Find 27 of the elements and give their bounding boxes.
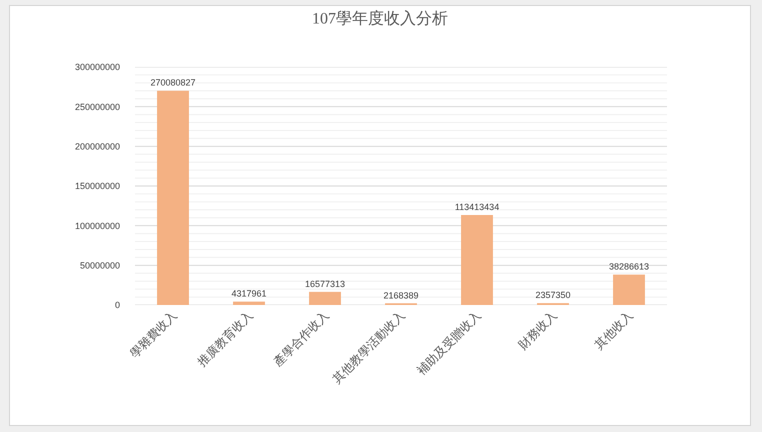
x-tick-label: 其他教學活動收入 [330, 308, 408, 386]
data-label: 2357350 [535, 290, 571, 300]
data-label: 38286613 [608, 262, 650, 272]
data-label: 113413434 [454, 202, 500, 212]
data-label: 16577313 [304, 278, 346, 289]
bar [233, 302, 265, 305]
bar [157, 90, 189, 305]
bar [613, 274, 645, 305]
x-tick-label: 推廣教育收入 [194, 308, 256, 370]
y-tick-label: 300000000 [74, 62, 120, 72]
y-tick-label: 200000000 [74, 141, 120, 152]
bar [461, 215, 493, 305]
data-label: 2168389 [383, 290, 419, 300]
y-tick-label: 150000000 [74, 181, 120, 192]
data-label: 270080827 [150, 78, 196, 88]
data-label: 4317961 [231, 288, 267, 299]
x-tick-label: 學雜費收入 [127, 308, 180, 361]
y-tick-label: 0 [114, 300, 120, 310]
y-tick-label: 250000000 [74, 102, 120, 112]
x-tick-label: 其他收入 [592, 308, 636, 352]
y-tick-label: 100000000 [74, 220, 120, 231]
bar [309, 292, 341, 305]
x-tick-label: 補助及受贈收入 [414, 308, 484, 378]
y-tick-label: 50000000 [80, 260, 120, 270]
chart-title: 107學年度收入分析 [312, 9, 448, 28]
x-tick-label: 產學合作收入 [270, 308, 332, 370]
x-tick-label: 財務收入 [516, 308, 560, 352]
